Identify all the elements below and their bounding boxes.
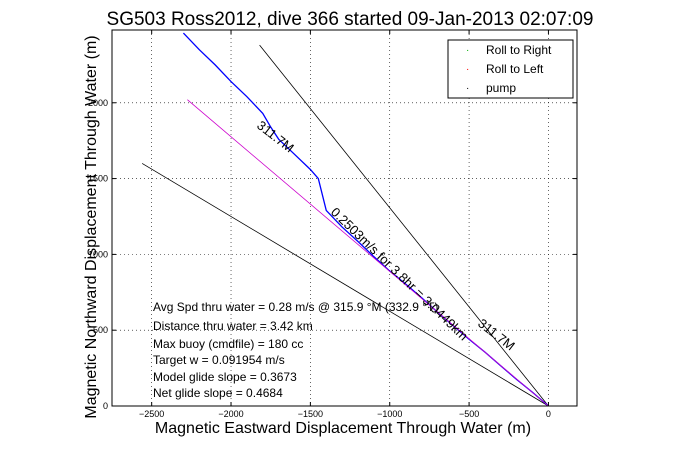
- x-tick-label: −500: [459, 409, 479, 419]
- annotation-block: Avg Spd thru water = 0.28 m/s @ 315.9 °M…: [153, 300, 438, 400]
- legend: · Roll to Right · Roll to Left · pump: [447, 39, 574, 99]
- y-axis-label: Magnetic Northward Displacement Through …: [83, 35, 100, 418]
- annotation-net-glide: Net glide slope = 0.4684: [153, 386, 283, 400]
- y-tick-label: 500: [93, 325, 108, 335]
- model-track-line: [187, 99, 549, 407]
- x-tick-labels: −2500 −2000 −1500 −1000 −500 0: [139, 409, 551, 419]
- annotation-max-buoy: Max buoy (cmdfile) = 180 cc: [153, 337, 303, 351]
- x-tick-label: 0: [546, 409, 551, 419]
- legend-marker-roll-right: ·: [466, 45, 469, 56]
- y-tick-label: 2000: [88, 98, 108, 108]
- data-lines: [141, 32, 549, 407]
- legend-marker-pump: ·: [466, 83, 469, 94]
- x-tick-label: −1500: [298, 409, 323, 419]
- y-tick-label: 1500: [88, 174, 108, 184]
- annotation-target-w: Target w = 0.091954 m/s: [153, 353, 285, 367]
- legend-label-pump: pump: [486, 81, 516, 95]
- axes-frame: [111, 29, 578, 407]
- x-tick-label: −2500: [139, 409, 164, 419]
- x-tick-label: −1000: [377, 409, 402, 419]
- axis-ticks: [112, 30, 577, 407]
- track-bearing-label-upper: 311.7M: [254, 118, 297, 156]
- x-axis-label: Magnetic Eastward Displacement Through W…: [155, 420, 531, 437]
- reference-line: [259, 44, 549, 407]
- model-speed-label: 0.2503m/s for 3.8hr = 3.0449km: [328, 204, 471, 343]
- chart-title: SG503 Ross2012, dive 366 started 09-Jan-…: [107, 9, 594, 30]
- reference-line: [141, 163, 549, 407]
- annotation-model-glide: Model glide slope = 0.3673: [153, 370, 297, 384]
- annotation-distance: Distance thru water = 3.42 km: [153, 319, 313, 333]
- x-tick-label: −2000: [218, 409, 243, 419]
- legend-marker-roll-left: ·: [466, 64, 469, 75]
- legend-label-roll-left: Roll to Left: [486, 62, 544, 76]
- annotation-avg-speed: Avg Spd thru water = 0.28 m/s @ 315.9 °M…: [153, 300, 438, 314]
- track-bearing-label-lower: 311.7M: [475, 316, 518, 354]
- y-tick-label: 1000: [88, 249, 108, 259]
- legend-label-roll-right: Roll to Right: [486, 43, 552, 57]
- y-tick-label: 0: [103, 401, 108, 411]
- y-tick-labels: 0 500 1000 1500 2000: [88, 98, 108, 411]
